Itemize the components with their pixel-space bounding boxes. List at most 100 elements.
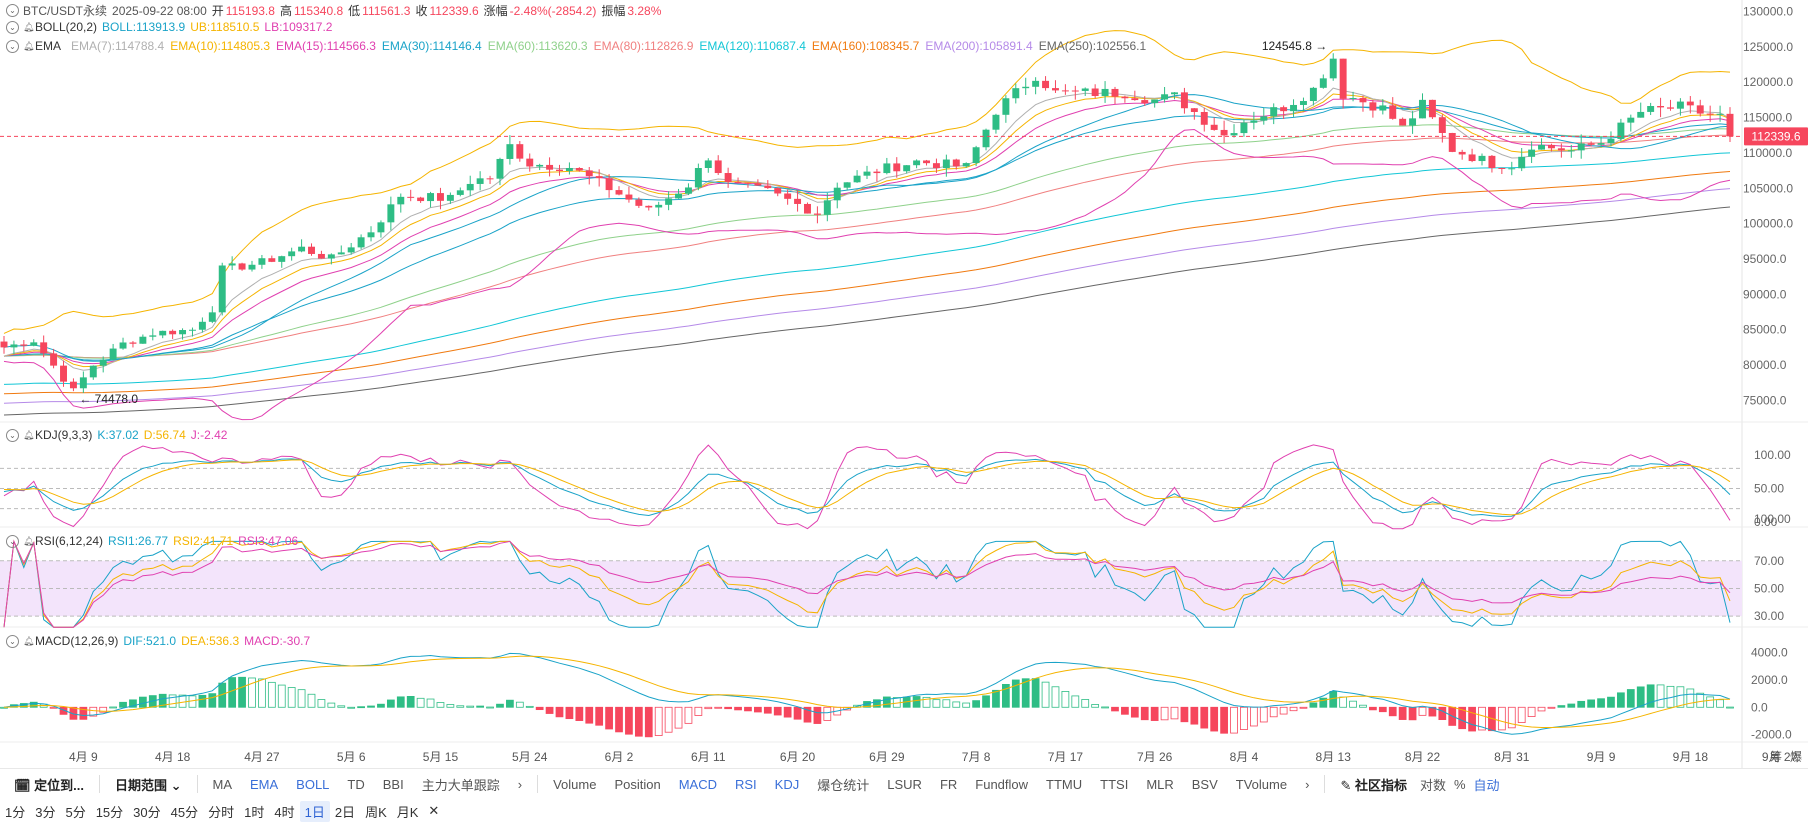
sub-indicator-mlr[interactable]: MLR [1146, 776, 1174, 792]
interval-3分[interactable]: 3分 [35, 804, 56, 820]
macd-bar [1408, 706, 1417, 721]
collapse-icon[interactable]: ⌄ [6, 20, 19, 34]
log-scale-toggle[interactable]: 对数 [1419, 777, 1446, 793]
sub-indicator-ttmu[interactable]: TTMU [1046, 776, 1083, 792]
collapse-icon[interactable]: ⌄ [6, 534, 19, 548]
candle-body [972, 147, 980, 164]
macd-bar [1597, 698, 1605, 708]
boll-name[interactable]: BOLL(20,2) [35, 20, 98, 34]
macd-val: MACD:-30.7 [244, 634, 311, 648]
macd-bar [1230, 706, 1238, 734]
indicator-td[interactable]: TD [347, 776, 365, 792]
auto-scale-toggle[interactable]: 自动 [1473, 777, 1500, 793]
interval-1日[interactable]: 1日 [299, 800, 330, 822]
bell-icon[interactable]: 🔔︎ [23, 636, 35, 646]
rsi-name[interactable]: RSI(6,12,24) [35, 534, 104, 548]
close-icon[interactable]: ✕ [428, 803, 440, 818]
boll-upper-line [3, 30, 1731, 334]
macd-bar [228, 677, 237, 708]
candle-body [99, 359, 107, 366]
high-marker: 124545.8 → [1262, 39, 1327, 53]
sub-indicator-rsi[interactable]: RSI [735, 776, 757, 792]
indicator-ema[interactable]: EMA [250, 776, 279, 792]
divider [98, 775, 100, 793]
candle-body [585, 170, 593, 177]
collapse-icon[interactable]: ⌄ [6, 4, 19, 17]
community-indicators-button[interactable]: ✎ 社区指标 [1331, 775, 1416, 794]
macd-bar [1567, 703, 1576, 708]
interval-月K[interactable]: 月K [396, 804, 419, 820]
date-range-button[interactable]: 日期范围 ⌄ [106, 775, 191, 794]
macd-bar [714, 706, 723, 709]
collapse-icon[interactable]: ⌄ [6, 39, 19, 53]
candle-body [813, 213, 821, 215]
locate-button[interactable]: 🗓︎ 定位到... [0, 775, 93, 794]
sub-indicator-fundflow[interactable]: Fundflow [975, 776, 1029, 792]
interval-15分[interactable]: 15分 [95, 804, 124, 820]
sub-indicator-macd[interactable]: MACD [678, 776, 717, 792]
chevron-right-icon[interactable]: › [1305, 776, 1310, 792]
macd-bar [1537, 706, 1546, 712]
bell-icon[interactable]: 🔔︎ [23, 41, 35, 51]
ema-name[interactable]: EMA [35, 39, 62, 53]
interval-2日[interactable]: 2日 [334, 804, 356, 820]
bell-icon[interactable]: 🔔︎ [23, 536, 35, 546]
interval-5分[interactable]: 5分 [65, 804, 86, 820]
candle-body [1071, 90, 1079, 92]
sub-indicator-kdj[interactable]: KDJ [774, 776, 800, 792]
interval-1时[interactable]: 1时 [244, 804, 265, 820]
extra-label: 筹 [1770, 750, 1782, 764]
sub-indicator-ttsi[interactable]: TTSI [1100, 776, 1129, 792]
sub-indicator-lsur[interactable]: LSUR [887, 776, 922, 792]
interval-4时[interactable]: 4时 [274, 804, 295, 820]
interval-周K[interactable]: 周K [365, 804, 387, 820]
sub-indicator-bsv[interactable]: BSV [1191, 776, 1218, 792]
percent-toggle[interactable]: % [1453, 776, 1466, 792]
ema-10-line [3, 93, 1731, 368]
open-label: 开 [211, 4, 224, 18]
chart-canvas[interactable]: 112339.6 130000.0 125000.0 120000.0 115000.… [0, 0, 1808, 768]
rsi3-line [3, 539, 1731, 628]
interval-45分[interactable]: 45分 [170, 804, 199, 820]
rsi1: RSI1:26.77 [108, 534, 169, 548]
candle-body [1567, 150, 1575, 152]
indicator-主力大单跟踪[interactable]: 主力大单跟踪 [421, 777, 500, 793]
bell-icon[interactable]: 🔔︎ [23, 430, 35, 440]
collapse-icon[interactable]: ⌄ [6, 428, 19, 442]
macd-bar [1577, 700, 1586, 708]
boll-mid-line [3, 94, 1731, 362]
sub-indicator-position[interactable]: Position [614, 776, 661, 792]
macd-bar [1587, 699, 1595, 708]
macd-bar [1359, 704, 1367, 708]
sub-indicator-fr[interactable]: FR [939, 776, 958, 792]
kdj-header: ⌄ 🔔︎ KDJ(9,3,3) K:37.02 D:56.74 J:-2.42 [6, 428, 232, 442]
macd-name[interactable]: MACD(12,26,9) [35, 634, 119, 648]
sub-indicator-tvolume[interactable]: TVolume [1235, 776, 1288, 792]
candle-body [675, 193, 683, 199]
indicator-boll[interactable]: BOLL [296, 776, 330, 792]
ema-value-8: EMA(200):105891.4 [925, 39, 1033, 53]
chevron-right-icon[interactable]: › [517, 776, 523, 792]
time-axis-label: 9月 27 [1762, 750, 1798, 764]
sub-indicator-volume[interactable]: Volume [553, 776, 597, 792]
sub-indicator-爆仓统计[interactable]: 爆仓统计 [817, 777, 870, 793]
macd-bar [1468, 706, 1476, 732]
interval-分时[interactable]: 分时 [208, 804, 235, 820]
candle-body [1657, 106, 1665, 108]
candle-body [317, 253, 325, 259]
bell-icon[interactable]: 🔔︎ [23, 22, 35, 32]
macd-bar [1716, 699, 1724, 708]
ema-value-7: EMA(160):108345.7 [811, 39, 920, 53]
indicator-ma[interactable]: MA [212, 776, 233, 792]
candle-body [69, 381, 77, 389]
interval-30分[interactable]: 30分 [133, 804, 161, 820]
macd-bar [1041, 681, 1050, 708]
candle-body [456, 190, 464, 195]
indicator-bbi[interactable]: BBI [382, 776, 404, 792]
kdj-name[interactable]: KDJ(9,3,3) [35, 428, 93, 442]
high-value: 115340.8 [293, 3, 344, 18]
collapse-icon[interactable]: ⌄ [6, 634, 19, 648]
candle-body [377, 222, 385, 233]
interval-1分[interactable]: 1分 [5, 804, 26, 820]
ema-value-9: EMA(250):102556.1 [1038, 39, 1147, 53]
